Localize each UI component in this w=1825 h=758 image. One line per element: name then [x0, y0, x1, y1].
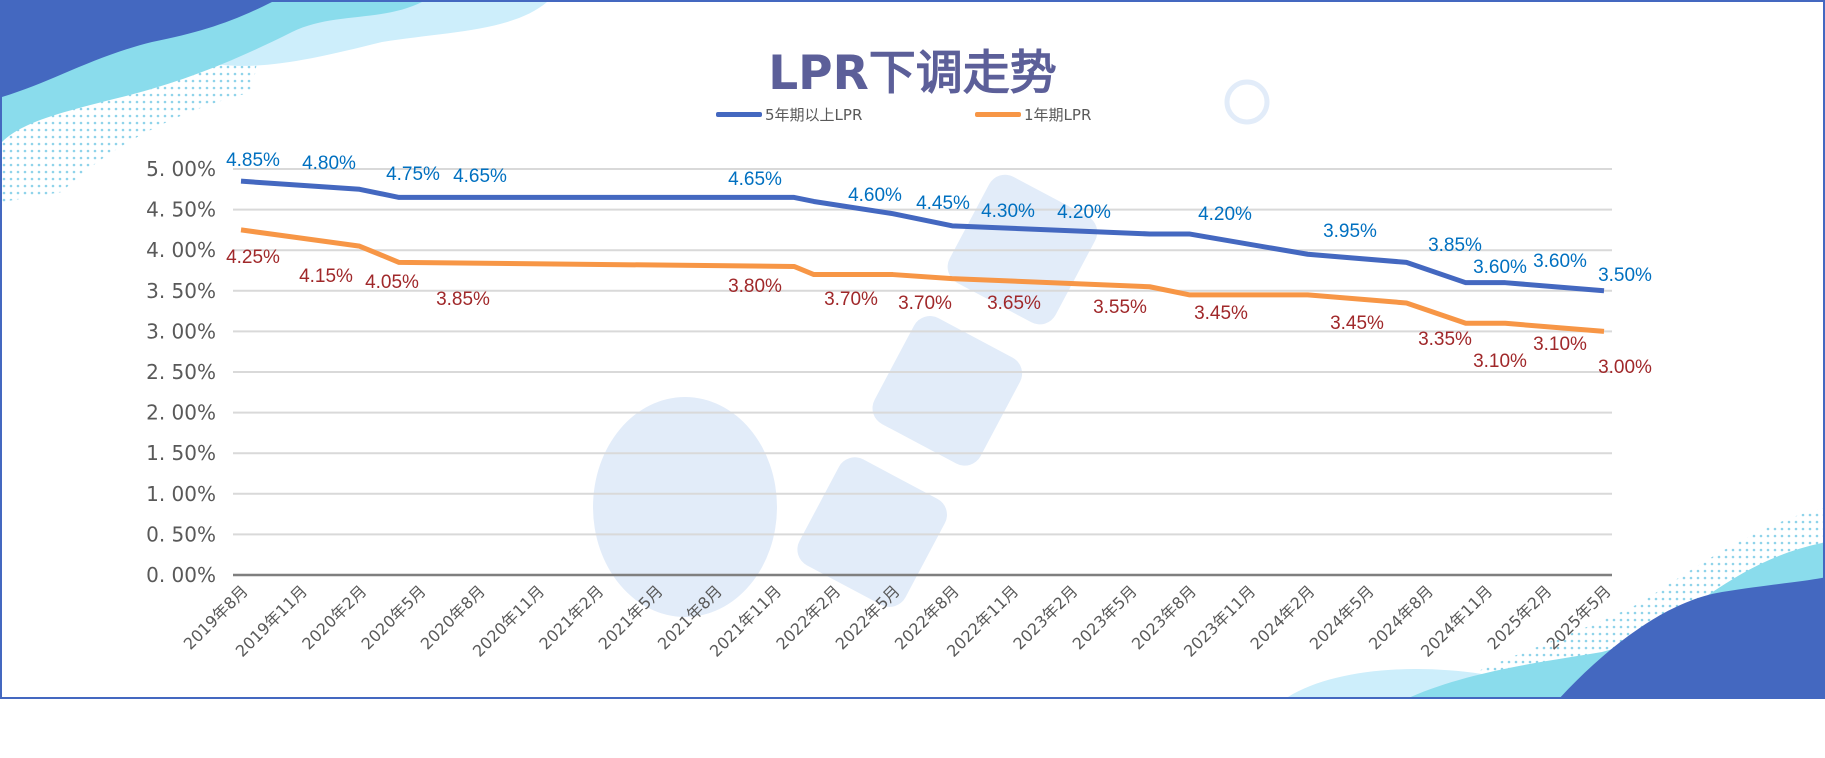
chart-title: LPR下调走势: [768, 46, 1057, 101]
data-label: 3.50%: [1598, 265, 1652, 286]
data-label: 4.85%: [226, 150, 280, 171]
y-tick-label: 1. 00%: [146, 482, 216, 506]
data-label: 3.70%: [824, 289, 878, 310]
data-label: 4.65%: [453, 166, 507, 187]
y-tick-label: 4. 50%: [146, 198, 216, 222]
y-tick-label: 1. 50%: [146, 441, 216, 465]
data-label: 4.20%: [1057, 202, 1111, 223]
data-label: 3.10%: [1473, 351, 1527, 372]
data-label: 4.45%: [916, 193, 970, 214]
y-tick-label: 2. 00%: [146, 401, 216, 425]
data-label: 4.30%: [981, 201, 1035, 222]
data-label: 4.05%: [365, 272, 419, 293]
data-label: 4.65%: [728, 169, 782, 190]
data-label: 3.45%: [1330, 313, 1384, 334]
data-label: 4.25%: [226, 247, 280, 268]
legend-label-1yr: 1年期LPR: [1024, 106, 1092, 124]
data-label: 3.45%: [1194, 303, 1248, 324]
y-tick-label: 0. 50%: [146, 522, 216, 546]
data-label: 3.85%: [1428, 235, 1482, 256]
series-line-1yr: [240, 227, 1605, 334]
data-label: 4.75%: [386, 164, 440, 185]
y-tick-label: 5. 00%: [146, 157, 216, 181]
data-label: 4.60%: [848, 185, 902, 206]
legend-swatch-5yr: [716, 112, 762, 117]
y-tick-label: 2. 50%: [146, 360, 216, 384]
data-label: 3.95%: [1323, 221, 1377, 242]
data-label: 3.80%: [728, 276, 782, 297]
x-tick-label: 2025年5月: [1543, 581, 1615, 653]
data-label: 3.55%: [1093, 297, 1147, 318]
data-label: 4.20%: [1198, 204, 1252, 225]
data-label: 3.70%: [898, 293, 952, 314]
wave-top-left-blue: [2, 2, 272, 97]
y-tick-label: 3. 00%: [146, 319, 216, 343]
data-label: 3.35%: [1418, 329, 1472, 350]
y-tick-label: 4. 00%: [146, 238, 216, 262]
legend-swatch-1yr: [975, 112, 1021, 117]
data-label: 4.80%: [302, 153, 356, 174]
data-label: 3.60%: [1533, 251, 1587, 272]
data-label: 3.85%: [436, 289, 490, 310]
wave-bottom-right-blue: [1560, 577, 1823, 697]
legend-item-1yr: 1年期LPR: [975, 104, 1091, 125]
legend-label-5yr: 5年期以上LPR: [765, 106, 863, 124]
y-tick-label: 3. 50%: [146, 279, 216, 303]
data-label: 3.60%: [1473, 257, 1527, 278]
data-label: 3.65%: [987, 293, 1041, 314]
data-label: 3.00%: [1598, 357, 1652, 378]
legend-item-5yr: 5年期以上LPR: [716, 104, 862, 125]
data-label: 4.15%: [299, 266, 353, 287]
series-line-5yr: [240, 178, 1605, 294]
y-tick-label: 0. 00%: [146, 563, 216, 587]
data-label: 3.10%: [1533, 334, 1587, 355]
